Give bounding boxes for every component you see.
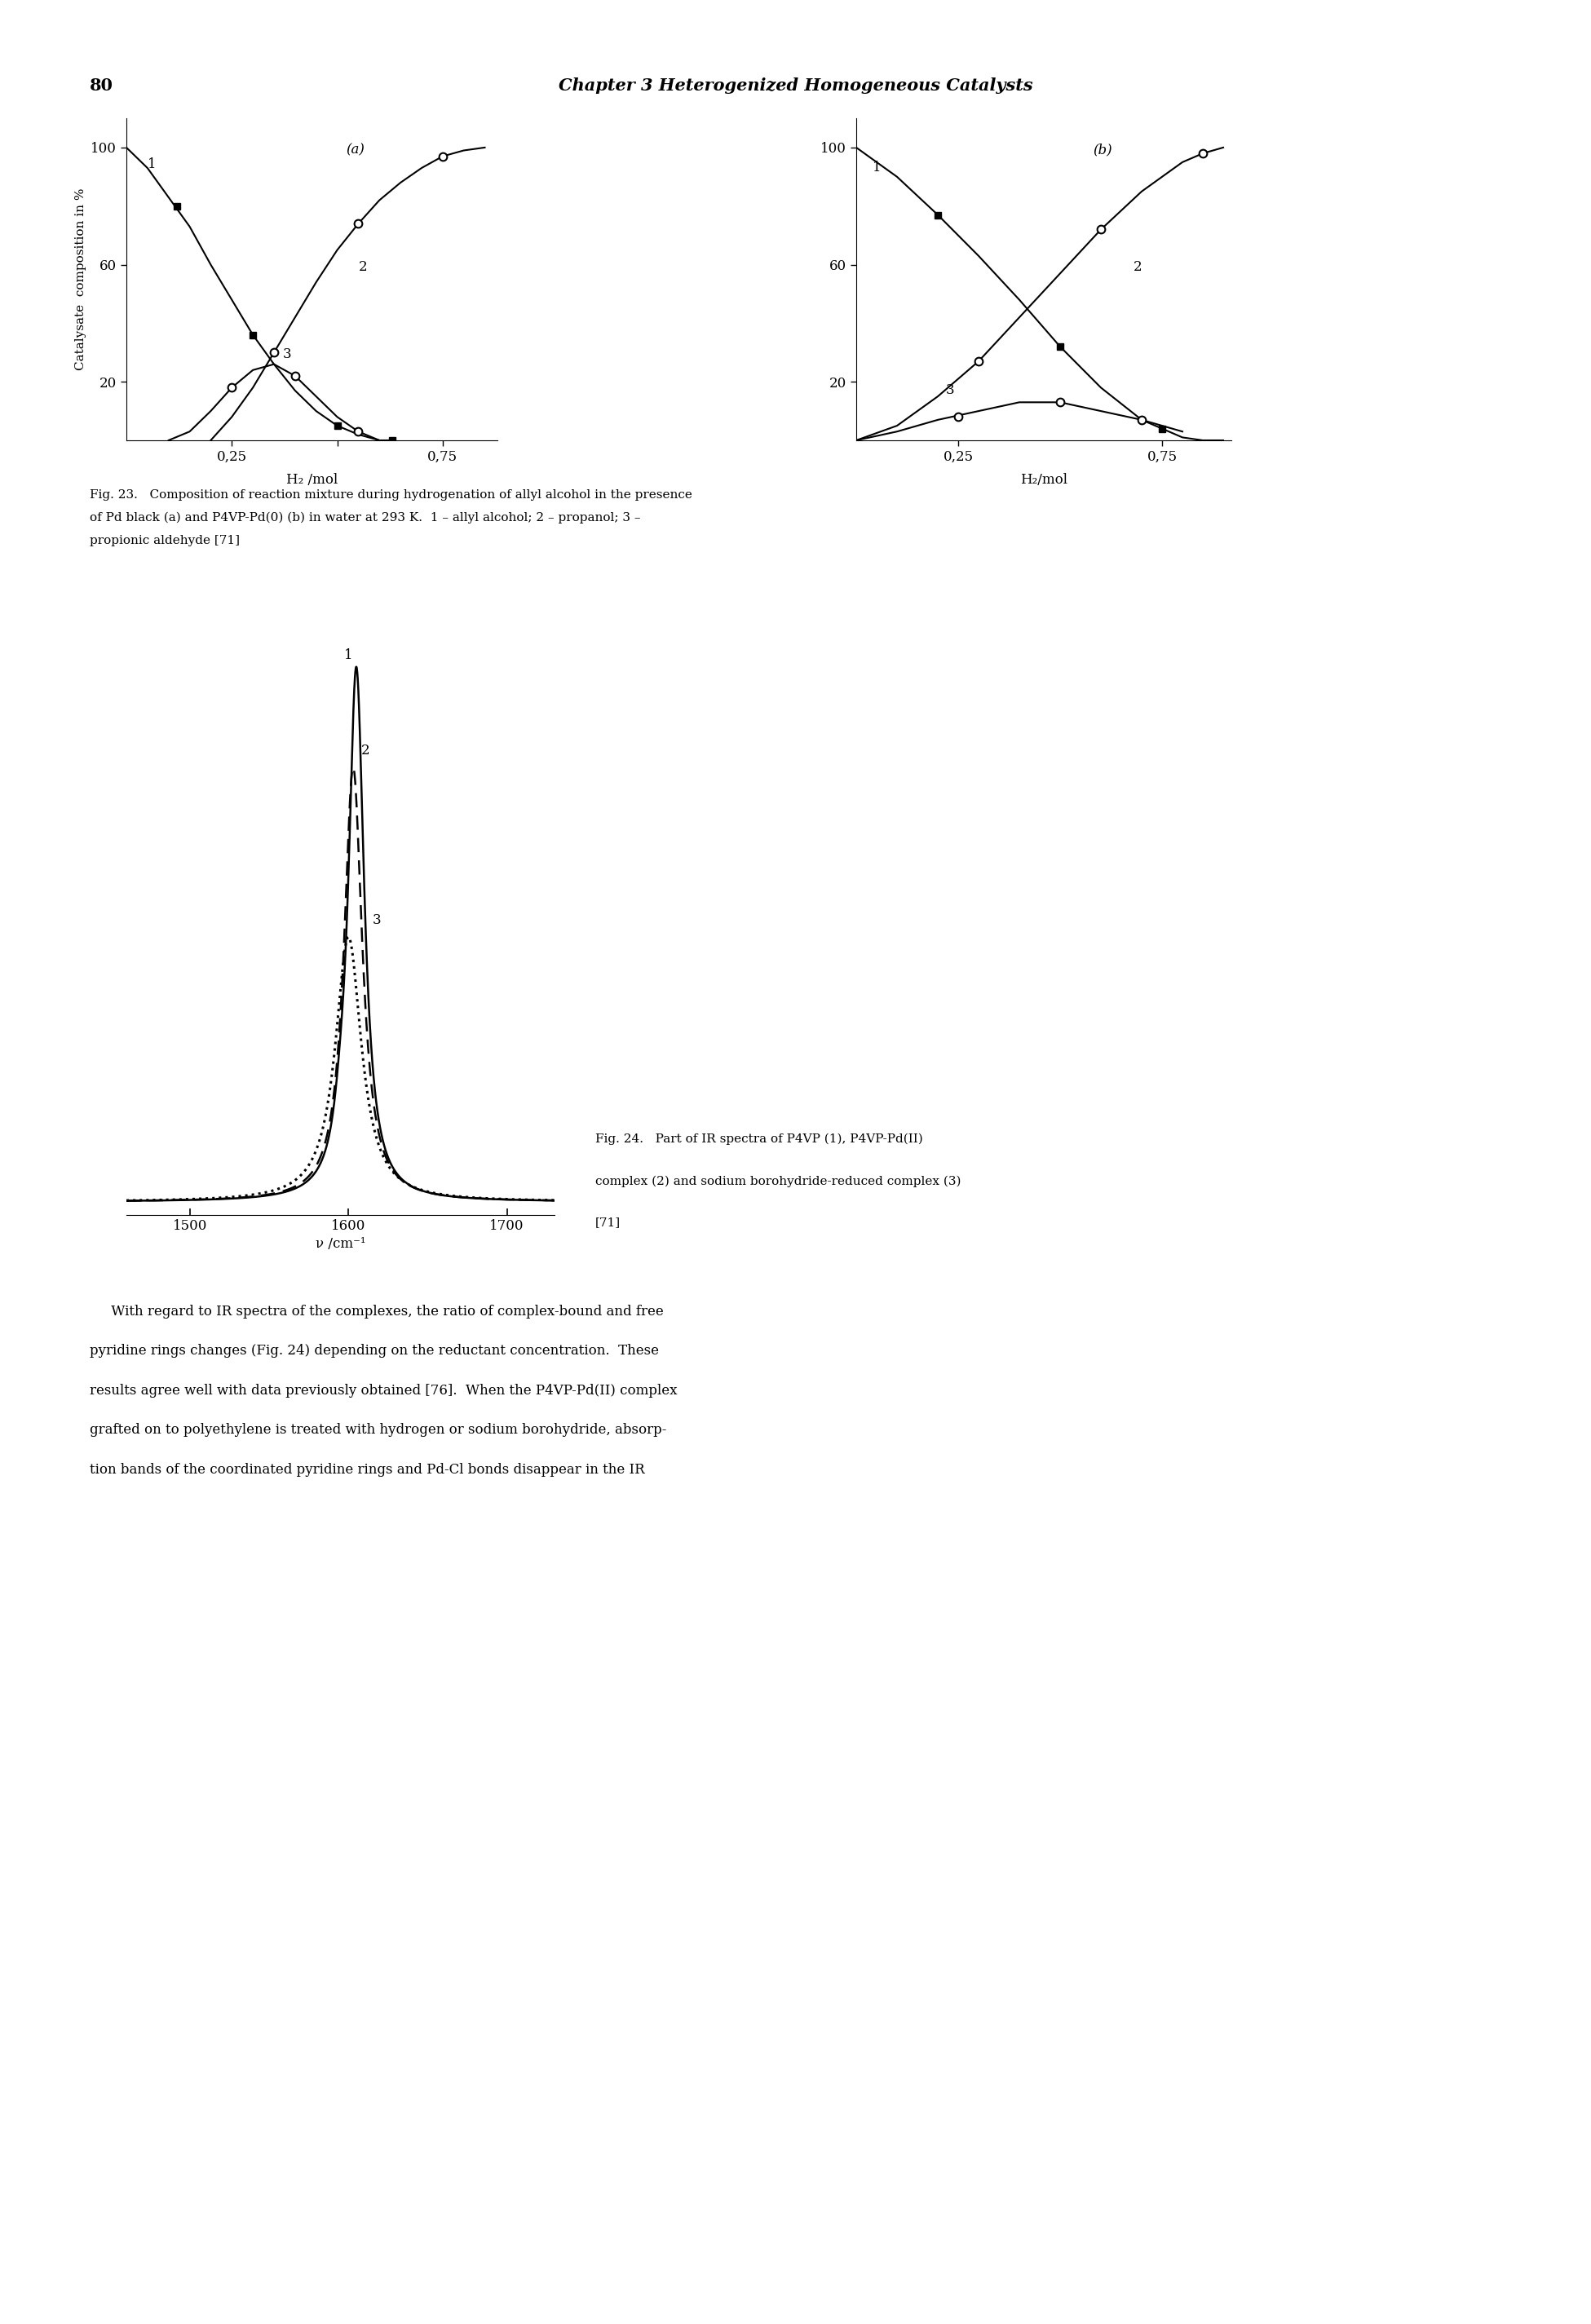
Text: tion bands of the coordinated pyridine rings and Pd-Cl bonds disappear in the IR: tion bands of the coordinated pyridine r…	[89, 1462, 644, 1476]
Y-axis label: Catalysate  composition in %: Catalysate composition in %	[75, 188, 86, 370]
Text: [71]: [71]	[595, 1218, 620, 1229]
Text: With regard to IR spectra of the complexes, the ratio of complex-bound and free: With regard to IR spectra of the complex…	[89, 1304, 663, 1318]
Text: (a): (a)	[345, 142, 364, 156]
Text: 1: 1	[344, 648, 353, 662]
Text: 2: 2	[358, 260, 368, 274]
Text: grafted on to polyethylene is treated with hydrogen or sodium borohydride, absor: grafted on to polyethylene is treated wi…	[89, 1422, 667, 1436]
Text: pyridine rings changes (Fig. 24) depending on the reductant concentration.  Thes: pyridine rings changes (Fig. 24) dependi…	[89, 1343, 659, 1357]
Text: 2: 2	[361, 744, 369, 758]
Text: complex (2) and sodium borohydride-reduced complex (3): complex (2) and sodium borohydride-reduc…	[595, 1176, 961, 1188]
Text: 80: 80	[89, 77, 113, 93]
Text: 1: 1	[872, 160, 881, 174]
X-axis label: ν /cm⁻¹: ν /cm⁻¹	[315, 1236, 366, 1250]
X-axis label: H₂/mol: H₂/mol	[1020, 472, 1068, 486]
Text: (b): (b)	[1093, 142, 1112, 156]
Text: 1: 1	[148, 158, 156, 172]
Text: Fig. 23.   Composition of reaction mixture during hydrogenation of allyl alcohol: Fig. 23. Composition of reaction mixture…	[89, 490, 692, 500]
Text: results agree well with data previously obtained [76].  When the P4VP-Pd(II) com: results agree well with data previously …	[89, 1383, 678, 1397]
Text: 3: 3	[283, 349, 291, 363]
Text: 2: 2	[1133, 260, 1142, 274]
Text: of Pd black (a) and P4VP-Pd(0) (b) in water at 293 K.  1 – allyl alcohol; 2 – pr: of Pd black (a) and P4VP-Pd(0) (b) in wa…	[89, 511, 641, 523]
Text: 3: 3	[372, 913, 380, 927]
Text: Chapter 3 Heterogenized Homogeneous Catalysts: Chapter 3 Heterogenized Homogeneous Cata…	[558, 77, 1033, 93]
Text: Fig. 24.   Part of IR spectra of P4VP (1), P4VP-Pd(II): Fig. 24. Part of IR spectra of P4VP (1),…	[595, 1134, 923, 1146]
X-axis label: H₂ /mol: H₂ /mol	[286, 472, 337, 486]
Text: propionic aldehyde [71]: propionic aldehyde [71]	[89, 535, 240, 546]
Text: 3: 3	[947, 383, 955, 397]
